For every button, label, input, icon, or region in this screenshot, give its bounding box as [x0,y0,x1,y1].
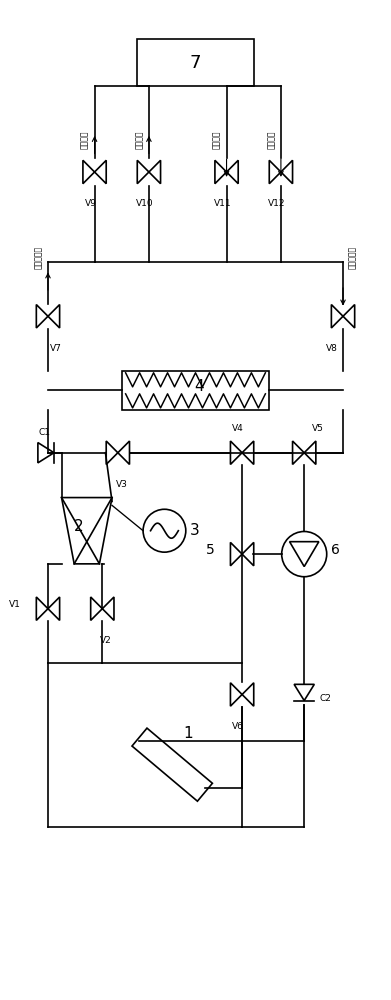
Text: V9: V9 [85,199,97,208]
Text: V7: V7 [50,344,62,353]
Text: 6: 6 [332,543,340,557]
Text: 冷却水进口: 冷却水进口 [348,246,357,269]
Bar [122,371,269,410]
Text: V2: V2 [100,636,112,645]
Text: V5: V5 [312,424,324,433]
Text: V10: V10 [136,199,154,208]
Text: C1: C1 [38,428,50,437]
Text: V4: V4 [232,424,244,433]
Text: V3: V3 [116,480,128,489]
Text: V12: V12 [268,199,286,208]
Text: V1: V1 [9,600,21,609]
Text: 5: 5 [206,543,215,557]
Text: 7: 7 [190,54,201,72]
Text: 冷却水出口: 冷却水出口 [34,246,43,269]
Text: V6: V6 [232,722,244,731]
Bar [137,39,254,86]
Text: 4: 4 [195,379,204,394]
Text: 采暖回水: 采暖回水 [267,130,276,149]
Text: 采暖供水: 采暖供水 [81,130,90,149]
Text: V8: V8 [325,344,337,353]
Text: 制冷供水: 制冷供水 [135,130,144,149]
Text: V11: V11 [214,199,231,208]
Text: 2: 2 [74,519,84,534]
Text: 3: 3 [190,523,199,538]
Text: C2: C2 [320,694,332,703]
Text: 1: 1 [183,726,192,741]
Text: 制冷回水: 制冷回水 [212,130,221,149]
